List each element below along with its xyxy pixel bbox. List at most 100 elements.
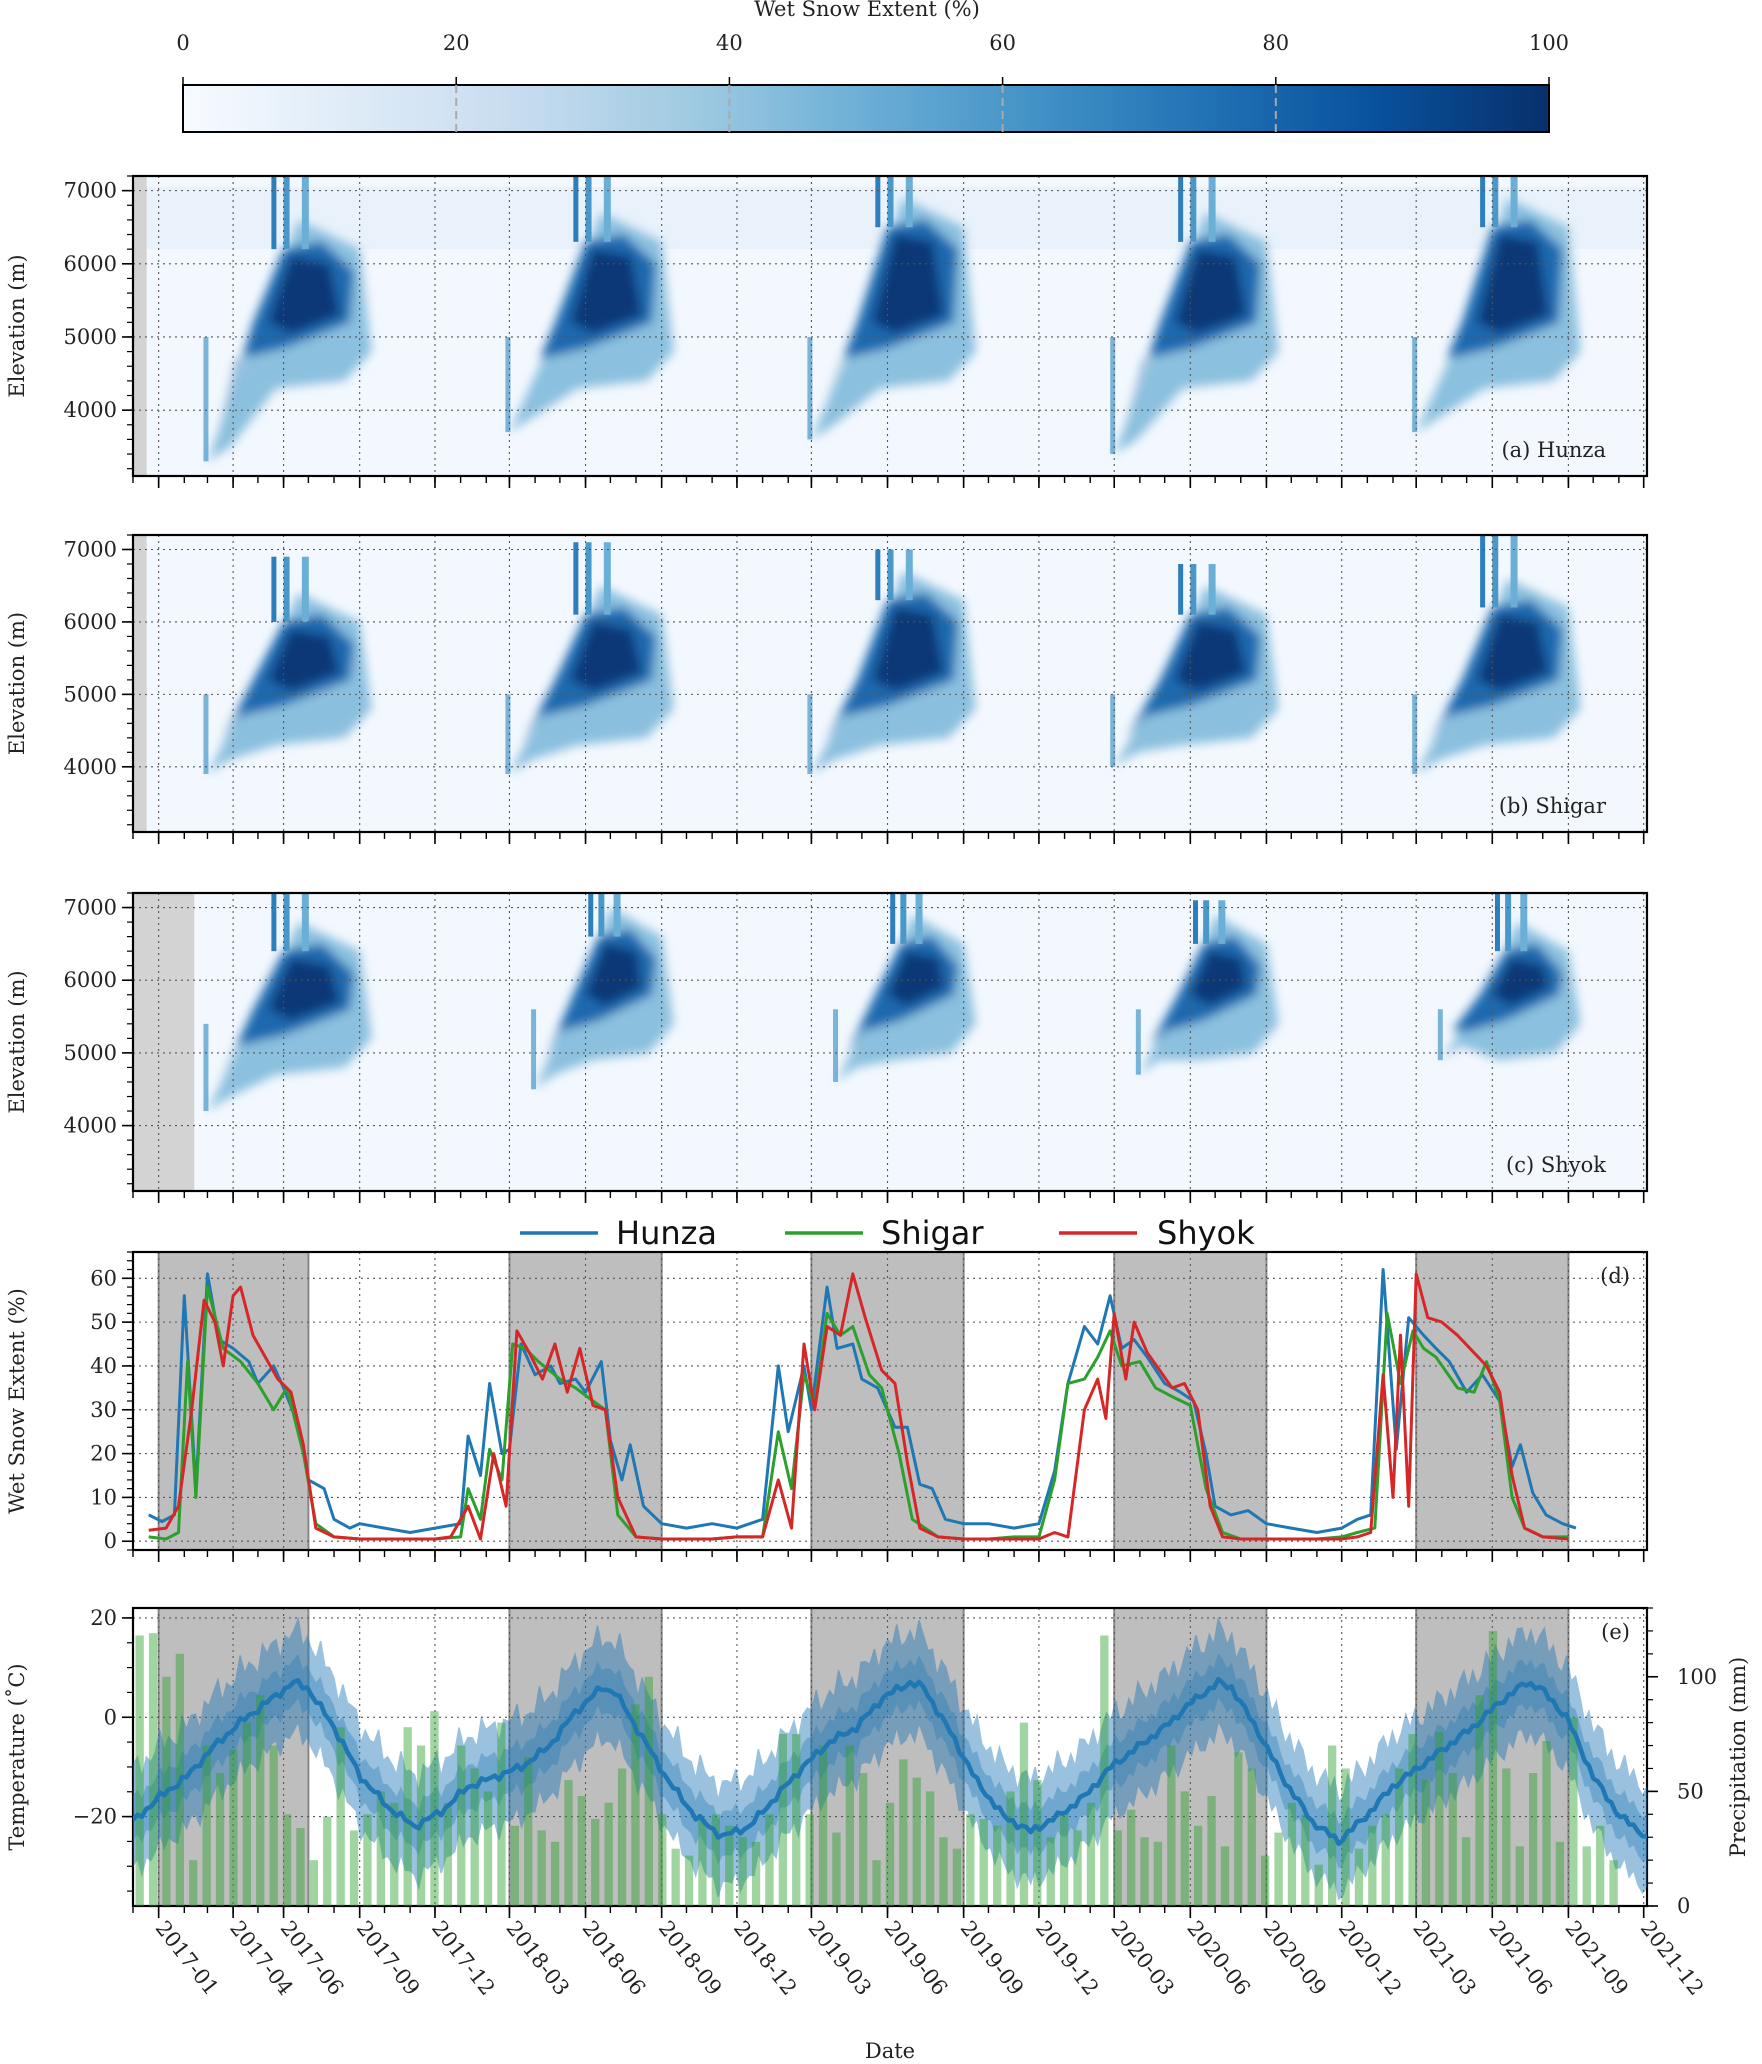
high-elevation-streak [1218, 900, 1226, 944]
onset-streak [1135, 1009, 1141, 1075]
x-tick-label: 2020-09 [1258, 1916, 1331, 2000]
melt-season-peak [872, 607, 944, 691]
y-axis-label: Elevation (m) [5, 612, 29, 755]
x-tick-label: 2019-03 [803, 1916, 876, 2000]
onset-streak [807, 336, 813, 440]
precipitation-bar [1301, 1814, 1310, 1906]
y-tick-label: 30 [90, 1398, 117, 1422]
precipitation-bar [1180, 1791, 1189, 1906]
precipitation-bar [644, 1676, 653, 1906]
high-elevation-streak [603, 542, 611, 615]
precipitation-bar [818, 1745, 828, 1906]
high-elevation-streak [588, 893, 594, 937]
y2-tick-label: 50 [1677, 1779, 1704, 1803]
precipitation-bar [577, 1796, 586, 1906]
precipitation-bar [952, 1848, 962, 1906]
y-tick-label: 60 [90, 1266, 117, 1290]
precipitation-bar [390, 1802, 399, 1906]
high-elevation-streak [1480, 176, 1486, 228]
high-elevation-streak [1520, 893, 1528, 952]
x-tick-label: 2017-01 [151, 1916, 224, 2000]
precipitation-bar [658, 1814, 667, 1906]
precipitation-bar [483, 1791, 493, 1906]
precipitation-bar [510, 1825, 519, 1906]
precipitation-bar [1220, 1846, 1230, 1906]
series-line-hunza [148, 1268, 1577, 1534]
precipitation-bar [765, 1814, 774, 1906]
high-elevation-streak [1480, 535, 1486, 608]
precipitation-bar [939, 1837, 948, 1906]
high-elevation-streak [598, 893, 605, 937]
y-axis-label: Temperature (˚C) [5, 1663, 29, 1850]
precipitation-bar [457, 1745, 466, 1906]
precipitation-bar [1529, 1773, 1538, 1906]
series-line-shyok [148, 1272, 1569, 1541]
x-tick-label: 2021-09 [1560, 1916, 1633, 2000]
panel-label: (c) Shyok [1506, 1153, 1606, 1177]
y-axis-label: Elevation (m) [5, 970, 29, 1113]
high-elevation-streak [301, 176, 309, 250]
precipitation-bar [189, 1860, 198, 1906]
y-tick-label: 20 [90, 1606, 117, 1630]
onset-streak [1110, 694, 1116, 767]
melt-season-peak [1175, 249, 1247, 334]
precipitation-bar [256, 1695, 265, 1906]
y-tick-label: 50 [90, 1310, 117, 1334]
y-tick-label: −20 [73, 1805, 117, 1829]
heatmap-cells [203, 893, 1581, 1112]
x-axis-label: Date [865, 2039, 915, 2063]
precipitation-bar [524, 1757, 533, 1906]
precipitation-bar [604, 1802, 613, 1906]
precipitation-bar [1328, 1745, 1337, 1906]
precipitation-bar [872, 1860, 881, 1906]
high-elevation-streak [585, 176, 592, 242]
precipitation-bar [832, 1832, 841, 1906]
precipitation-bar [1502, 1768, 1511, 1906]
high-elevation-streak [585, 542, 592, 615]
x-tick-label: 2018-03 [501, 1916, 574, 2000]
high-elevation-streak [1492, 535, 1499, 608]
precipitation-bar [1609, 1860, 1618, 1906]
high-elevation-streak [283, 556, 290, 622]
precipitation-bar [1542, 1741, 1551, 1906]
high-elevation-streak [1510, 176, 1518, 228]
precipitation-bar [617, 1768, 627, 1906]
panel-label: (d) [1600, 1264, 1630, 1288]
precipitation-bar [979, 1818, 988, 1906]
y-axis-label: Elevation (m) [5, 254, 29, 397]
colorbar-ticks: 0 20 40 60 80 100 [176, 31, 1569, 132]
high-elevation-streak [271, 893, 277, 952]
heatmap-cells [133, 176, 1647, 462]
onset-streak [531, 1009, 537, 1090]
precipitation-bar [1274, 1832, 1283, 1906]
precipitation-bar [470, 1768, 479, 1906]
y-tick-label: 6000 [64, 252, 117, 276]
precipitation-bar [711, 1814, 720, 1906]
melt-season-peak [887, 951, 944, 1006]
precipitation-bar [631, 1704, 640, 1906]
high-elevation-streak [1178, 176, 1184, 242]
precipitation-bar [1448, 1773, 1457, 1906]
precipitation-bar [805, 1814, 814, 1906]
x-tick-label: 2019-06 [880, 1916, 953, 2000]
precipitation-bar [1408, 1734, 1417, 1906]
panel-label: (a) Hunza [1501, 438, 1606, 462]
series-lines [148, 1268, 1577, 1541]
temperature-range-band [133, 1615, 1647, 1901]
high-elevation-streak [905, 176, 913, 228]
precipitation-bar [1140, 1837, 1149, 1906]
onset-streak [1412, 694, 1418, 775]
melt-season-peak [1190, 951, 1247, 1006]
high-elevation-streak [283, 893, 290, 952]
heatmap-cells [203, 535, 1581, 775]
line-panel-temperature-precip: −20 0 20 Temperature (˚C) 0 50 100 Precipitatio… [5, 1606, 1750, 1918]
precipitation-bar [1515, 1846, 1524, 1906]
precipitation-bar [926, 1791, 935, 1906]
precipitation-bar [349, 1830, 359, 1906]
x-tick-label: 2018-06 [578, 1916, 651, 2000]
precipitation-bar [1086, 1802, 1096, 1906]
precipitation-bar [1287, 1802, 1297, 1906]
melt-season-peak [570, 621, 642, 691]
melt-season-peak [872, 234, 944, 334]
